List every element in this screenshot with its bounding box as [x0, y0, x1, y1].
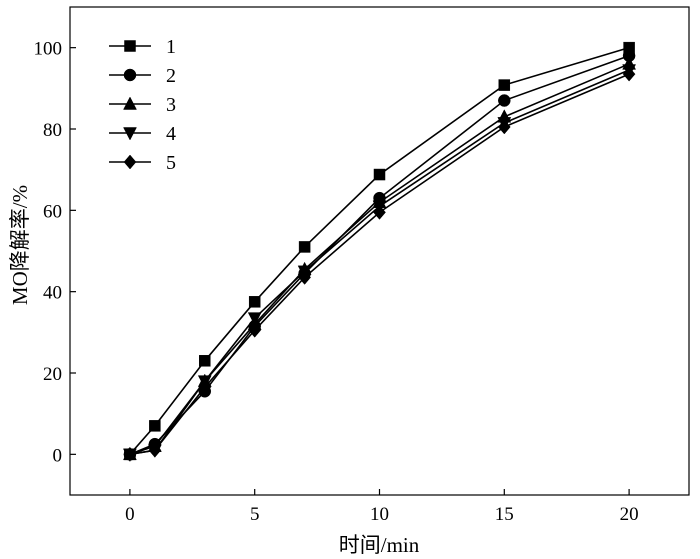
legend-label: 3: [166, 94, 176, 116]
series-5: [123, 66, 636, 462]
y-axis-title: MO降解率/%: [8, 185, 32, 305]
y-tick-label: 40: [43, 283, 62, 304]
x-tick-label: 5: [250, 504, 260, 525]
plot-frame: [69, 6, 690, 496]
legend-label: 2: [166, 65, 176, 87]
legend-label: 4: [166, 123, 176, 145]
series-line-3: [129, 63, 630, 456]
data-point-1: [149, 420, 161, 432]
legend-item-2: 2: [109, 65, 176, 87]
legend-item-3: 3: [109, 94, 176, 116]
y-tick-label: 100: [34, 39, 63, 60]
series-4: [122, 64, 637, 462]
data-point-5: [148, 442, 162, 458]
legend-label: 1: [166, 36, 176, 58]
y-tick-label: 20: [43, 364, 62, 385]
legend-item-1: 1: [109, 36, 176, 58]
data-point-5: [497, 119, 511, 135]
y-tick-label: 80: [43, 120, 62, 141]
data-point-5: [373, 204, 386, 220]
x-tick-label: 15: [495, 504, 514, 525]
data-point-5: [123, 446, 137, 462]
legend-marker: [123, 96, 137, 110]
legend-marker: [123, 127, 137, 141]
x-tick-label: 20: [620, 504, 639, 525]
data-point-5: [622, 66, 636, 82]
data-point-1: [199, 355, 211, 367]
data-point-2: [498, 94, 511, 107]
series-line-1: [129, 46, 630, 455]
x-tick-label: 0: [125, 504, 135, 525]
series-2: [123, 49, 636, 461]
x-axis-title: 时间/min: [339, 533, 420, 557]
data-point-1: [248, 296, 261, 308]
data-point-4: [247, 312, 262, 326]
series-3: [122, 56, 637, 461]
y-tick-label: 0: [53, 445, 63, 466]
data-point-5: [248, 322, 262, 338]
data-point-1: [298, 241, 311, 253]
data-point-1: [498, 79, 511, 91]
legend-item-4: 4: [109, 123, 176, 145]
y-tick-label: 60: [43, 201, 62, 222]
legend-marker: [124, 40, 136, 52]
legend-item-5: 5: [109, 152, 176, 174]
legend-label: 5: [166, 152, 176, 174]
data-point-5: [198, 379, 212, 395]
x-tick-label: 10: [370, 504, 389, 525]
data-point-1: [373, 168, 386, 181]
legend-marker: [123, 154, 137, 170]
series-line-5: [129, 73, 630, 456]
legend-marker: [123, 68, 137, 82]
data-point-5: [298, 270, 311, 285]
